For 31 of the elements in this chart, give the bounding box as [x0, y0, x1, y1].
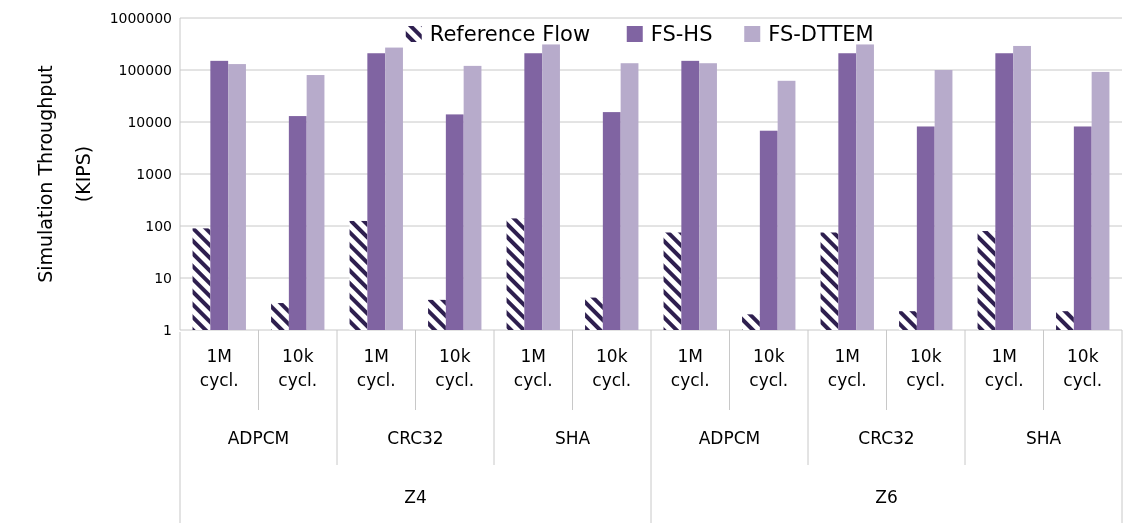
- x-tick-label: 10k cycl.: [435, 346, 475, 390]
- text: CRC32: [387, 428, 444, 448]
- text: Z4: [404, 487, 427, 507]
- text: ADPCM: [227, 428, 290, 448]
- y-axis-title: Simulation Throughput (KIPS): [34, 65, 94, 283]
- x-tick-label: 10k cycl.: [906, 346, 946, 390]
- x-tick-label: 1M cycl.: [670, 346, 710, 390]
- text: ADPCM: [698, 428, 761, 448]
- y-tick-label: 10000: [127, 113, 172, 130]
- x-tick-label: 1M cycl.: [513, 346, 553, 390]
- legend-label: Reference Flow: [429, 22, 591, 47]
- y-tick-label: 1000000: [109, 9, 172, 26]
- y-tick-label: 100: [145, 217, 172, 234]
- text: CRC32: [858, 428, 915, 448]
- x-tick-label: 1M cycl.: [199, 346, 239, 390]
- y-tick-label: 100000: [118, 61, 172, 78]
- x-tick-label: 1M cycl.: [827, 346, 867, 390]
- legend-label: FS-HS: [650, 22, 713, 47]
- x-tick-label: 10k cycl.: [592, 346, 632, 390]
- text: Z6: [875, 487, 898, 507]
- x-tick-label: 1M cycl.: [356, 346, 396, 390]
- x-tick-label: 10k cycl.: [278, 346, 318, 390]
- text: SHA: [1025, 428, 1062, 448]
- y-tick-label: 10: [154, 269, 172, 286]
- y-tick-label: 1: [163, 321, 172, 338]
- x-tick-label: 10k cycl.: [1063, 346, 1103, 390]
- text: SHA: [554, 428, 591, 448]
- x-tick-label: 10k cycl.: [749, 346, 789, 390]
- y-tick-label: 1000: [136, 165, 172, 182]
- legend-label: FS-DTTEM: [768, 22, 874, 47]
- x-tick-label: 1M cycl.: [984, 346, 1024, 390]
